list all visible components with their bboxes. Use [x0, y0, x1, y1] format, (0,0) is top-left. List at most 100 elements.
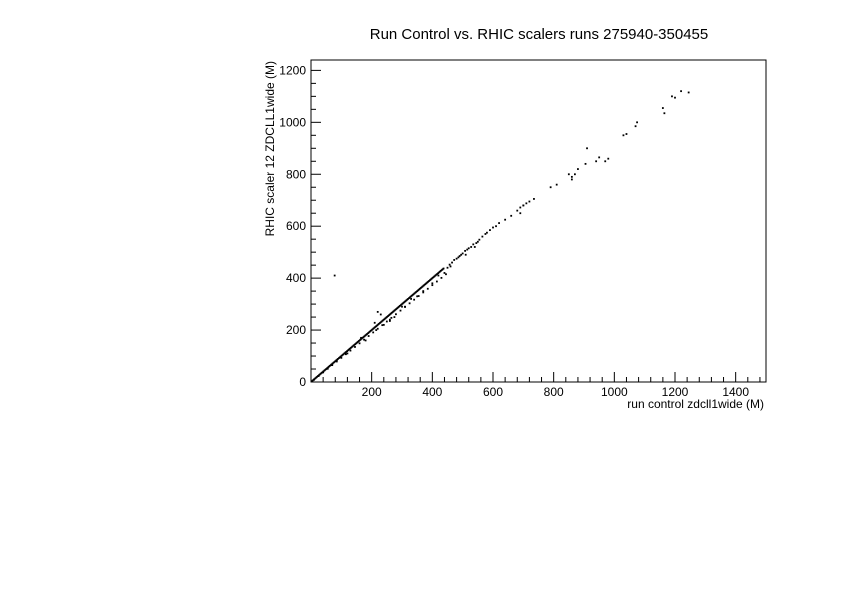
data-point — [435, 280, 438, 283]
data-point — [348, 348, 350, 351]
data-point — [481, 235, 484, 238]
data-point — [356, 341, 359, 344]
data-point — [422, 284, 425, 287]
data-point — [403, 301, 406, 303]
data-point — [347, 349, 349, 352]
data-point — [625, 133, 628, 135]
y-tick-label: 1200 — [279, 63, 306, 77]
data-point — [422, 290, 425, 293]
data-point — [336, 358, 338, 361]
data-point — [367, 335, 370, 337]
data-point — [378, 322, 380, 325]
data-point — [436, 273, 439, 275]
data-point — [315, 376, 318, 379]
data-point — [671, 95, 673, 98]
data-point — [335, 360, 338, 363]
data-point — [389, 312, 392, 315]
data-point — [510, 214, 513, 217]
data-point — [408, 297, 410, 300]
data-point — [368, 331, 370, 334]
data-point — [399, 304, 402, 307]
data-point — [334, 360, 337, 363]
data-point — [385, 320, 388, 323]
data-point — [476, 240, 479, 243]
data-point — [390, 316, 393, 319]
data-point — [351, 345, 354, 348]
data-point — [413, 292, 416, 295]
data-point — [440, 269, 443, 271]
data-point — [388, 320, 391, 322]
x-tick-label: 1400 — [722, 385, 749, 399]
data-point — [377, 323, 379, 326]
data-point — [393, 309, 396, 312]
data-point — [322, 371, 325, 374]
x-tick-label: 600 — [483, 385, 503, 399]
data-point — [392, 310, 395, 313]
y-tick-label: 200 — [286, 323, 306, 337]
data-point — [332, 361, 335, 364]
data-point — [437, 272, 439, 275]
data-point — [326, 367, 329, 370]
data-point — [430, 277, 433, 280]
data-point — [367, 332, 369, 335]
data-point — [429, 278, 432, 281]
data-point — [528, 200, 531, 203]
data-point — [408, 302, 411, 305]
data-point — [368, 330, 371, 333]
x-tick-label: 1000 — [601, 385, 628, 399]
data-point — [478, 238, 481, 241]
data-point — [449, 265, 452, 268]
data-point — [382, 319, 385, 321]
data-point — [386, 315, 389, 318]
data-point — [434, 274, 437, 277]
data-point — [439, 270, 441, 273]
data-point — [381, 324, 384, 327]
data-point — [636, 121, 638, 124]
data-point — [344, 353, 347, 356]
data-point — [358, 339, 361, 342]
data-point — [417, 295, 420, 297]
x-tick-label: 800 — [544, 385, 564, 399]
data-point — [376, 327, 379, 330]
data-point — [443, 272, 446, 274]
data-point — [417, 289, 419, 292]
data-point — [399, 309, 402, 312]
data-point — [464, 253, 467, 256]
y-tick-label: 600 — [286, 219, 306, 233]
data-point — [390, 312, 393, 314]
data-point — [369, 329, 372, 332]
data-point — [382, 323, 385, 326]
data-point — [337, 357, 339, 360]
y-tick-label: 400 — [286, 271, 306, 285]
data-point — [346, 352, 349, 355]
data-point — [475, 242, 478, 244]
data-point — [406, 298, 409, 301]
data-point — [395, 308, 398, 310]
data-point — [375, 329, 378, 331]
y-tick-label: 1000 — [279, 115, 306, 129]
data-point — [418, 288, 420, 291]
data-point — [410, 294, 413, 297]
data-point — [313, 378, 315, 381]
data-point — [595, 160, 598, 163]
data-point — [466, 248, 469, 251]
data-point — [661, 107, 664, 109]
data-point — [519, 206, 522, 209]
data-point — [310, 380, 313, 383]
data-point — [411, 294, 414, 296]
data-point — [357, 340, 359, 343]
data-point — [570, 175, 573, 178]
data-point — [437, 274, 440, 277]
y-axis-label: RHIC scaler 12 ZDCLL1wide (M) — [263, 61, 277, 236]
data-point — [410, 298, 412, 300]
data-point — [352, 344, 355, 347]
data-point — [470, 246, 473, 248]
data-point — [442, 267, 445, 270]
data-point — [549, 186, 552, 189]
data-point — [584, 162, 587, 165]
data-point — [361, 336, 364, 339]
data-point — [415, 290, 418, 293]
data-point — [388, 318, 391, 321]
data-point — [404, 305, 406, 308]
